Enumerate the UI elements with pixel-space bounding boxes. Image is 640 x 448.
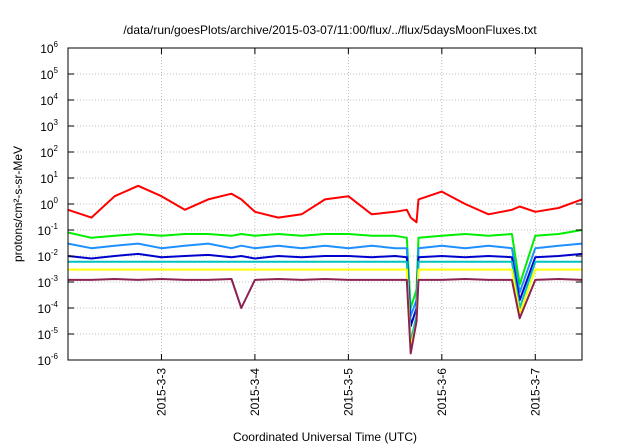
series-line-3 <box>67 242 583 317</box>
series-layer <box>67 184 583 355</box>
series-line-2 <box>67 229 583 309</box>
x-tick-label: 2015-3-3 <box>154 368 168 416</box>
series-line-6 <box>68 268 582 349</box>
x-tick-label: 2015-3-5 <box>341 368 355 416</box>
x-axis-label: Coordinated Universal Time (UTC) <box>233 430 417 444</box>
series-line-1 <box>67 184 583 224</box>
ticks <box>68 47 582 361</box>
x-tick-label: 2015-3-7 <box>528 368 542 416</box>
grid <box>68 48 582 360</box>
series-line-4 <box>67 252 583 328</box>
x-tick-labels: 2015-3-3 2015-3-4 2015-3-5 2015-3-6 2015-3-7 <box>154 368 542 416</box>
x-tick-label: 2015-3-6 <box>435 368 449 416</box>
y-axis-label: protons/cm²-s-sr-MeV <box>11 146 25 262</box>
series-line-5 <box>68 260 582 343</box>
chart-title: /data/run/goesPlots/archive/2015-03-07/1… <box>123 23 537 37</box>
x-tick-label: 2015-3-4 <box>248 368 262 416</box>
series-line-7 <box>68 278 583 355</box>
